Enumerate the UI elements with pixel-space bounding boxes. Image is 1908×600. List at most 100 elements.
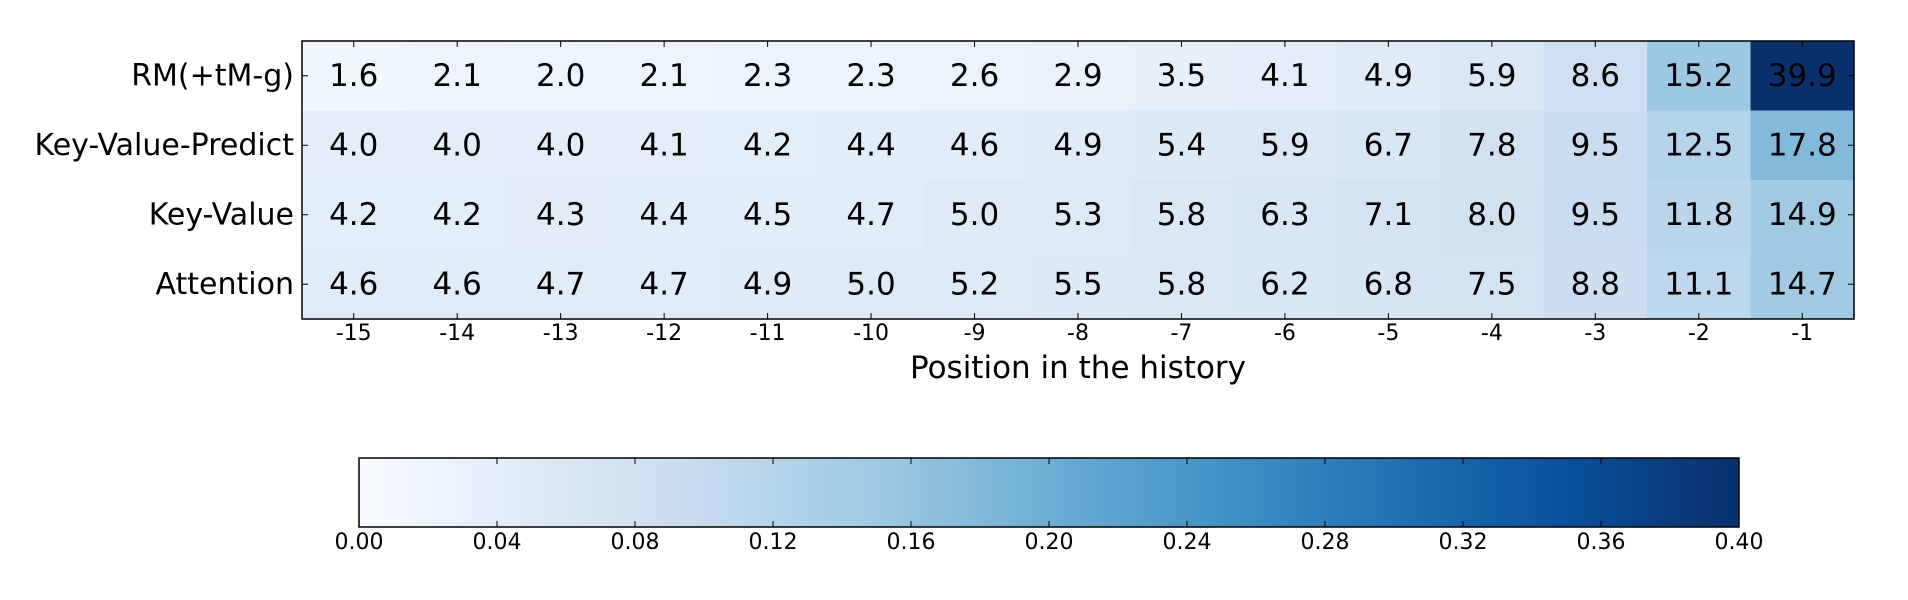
x-tick-label: -10 bbox=[853, 321, 889, 346]
heatmap-cell-label: 4.6 bbox=[433, 266, 482, 302]
heatmap-cell-label: 7.5 bbox=[1467, 266, 1516, 302]
heatmap-cell-label: 17.8 bbox=[1768, 127, 1837, 163]
heatmap-cell-label: 12.5 bbox=[1664, 127, 1733, 163]
heatmap-cell bbox=[1543, 249, 1648, 320]
colorbar-tick-label: 0.04 bbox=[473, 530, 522, 555]
colorbar-tick-label: 0.32 bbox=[1439, 530, 1488, 555]
heatmap-cell bbox=[715, 249, 820, 320]
heatmap-cell bbox=[1233, 180, 1338, 250]
heatmap-cell bbox=[1647, 180, 1752, 250]
y-axis: RM(+tM-g) Key-Value-Predict Key-Value Atten… bbox=[35, 58, 1854, 302]
x-tick-label: -12 bbox=[646, 321, 682, 346]
heatmap-cell bbox=[405, 249, 510, 320]
heatmap-cells bbox=[302, 41, 1855, 320]
heatmap-cell bbox=[1336, 110, 1441, 181]
x-tick-label: -11 bbox=[750, 321, 786, 346]
heatmap-cell bbox=[302, 41, 406, 111]
heatmap-cell-label: 39.9 bbox=[1768, 58, 1837, 94]
heatmap-cell-label: 6.8 bbox=[1364, 266, 1413, 302]
heatmap-cell bbox=[1233, 249, 1338, 320]
heatmap-cell-label: 4.6 bbox=[329, 266, 378, 302]
heatmap-cell-labels: 1.6 2.1 2.0 2.1 2.3 2.3 2.6 2.9 3.5 4.1 4.9 5.9 8.6 1… bbox=[329, 58, 1837, 303]
x-tick-label: -2 bbox=[1688, 321, 1710, 346]
x-tick-label: -1 bbox=[1791, 321, 1813, 346]
colorbar-tick-label: 0.12 bbox=[749, 530, 798, 555]
heatmap-cell-label: 5.8 bbox=[1157, 266, 1206, 302]
heatmap-cell bbox=[1129, 41, 1234, 111]
heatmap-cell-label: 4.9 bbox=[743, 266, 792, 302]
heatmap-cell-label: 5.0 bbox=[846, 266, 895, 302]
heatmap-cell bbox=[1336, 249, 1441, 320]
heatmap-cell bbox=[922, 110, 1027, 181]
heatmap-cell-label: 7.1 bbox=[1364, 197, 1413, 233]
heatmap-cell bbox=[1026, 180, 1131, 250]
heatmap-cell-label: 4.7 bbox=[536, 266, 585, 302]
heatmap-cell-label: 11.1 bbox=[1664, 266, 1733, 302]
heatmap-cell-label: 4.4 bbox=[846, 127, 895, 163]
heatmap-cell-label: 14.9 bbox=[1768, 197, 1837, 233]
heatmap-cell-label: 15.2 bbox=[1664, 58, 1733, 94]
heatmap-cell bbox=[508, 249, 613, 320]
heatmap-cell-label: 2.3 bbox=[743, 58, 792, 94]
x-tick-label: -7 bbox=[1170, 321, 1192, 346]
heatmap-cell-label: 2.0 bbox=[536, 58, 585, 94]
heatmap-cell bbox=[1750, 180, 1855, 250]
heatmap-cell-label: 6.7 bbox=[1364, 127, 1413, 163]
heatmap-cell-label: 2.6 bbox=[950, 58, 999, 94]
heatmap-cell-label: 5.4 bbox=[1157, 127, 1206, 163]
heatmap-cell-label: 8.6 bbox=[1571, 58, 1620, 94]
heatmap-cell-label: 6.3 bbox=[1260, 197, 1309, 233]
heatmap-cell bbox=[508, 110, 613, 181]
heatmap-cell-label: 2.9 bbox=[1053, 58, 1102, 94]
heatmap-cell-label: 4.7 bbox=[846, 197, 895, 233]
heatmap-cell-label: 4.0 bbox=[536, 127, 585, 163]
heatmap-cell bbox=[1647, 249, 1752, 320]
heatmap-cell bbox=[1543, 180, 1648, 250]
heatmap-cell bbox=[1233, 41, 1338, 111]
y-tick-label: Key-Value-Predict bbox=[35, 128, 295, 163]
colorbar-ticks: 0.00 0.04 0.08 0.12 0.16 0.20 0.24 0.28 0.32 0.36… bbox=[335, 458, 1763, 555]
colorbar-tick-label: 0.00 bbox=[335, 530, 384, 555]
heatmap-cell-label: 4.2 bbox=[743, 127, 792, 163]
heatmap-cell bbox=[612, 110, 717, 181]
x-tick-label: -4 bbox=[1481, 321, 1503, 346]
x-tick-label: -5 bbox=[1377, 321, 1399, 346]
heatmap-cell-label: 4.2 bbox=[433, 197, 482, 233]
x-tick-label: -15 bbox=[336, 321, 372, 346]
heatmap-cell bbox=[922, 180, 1027, 250]
heatmap-cell-label: 4.2 bbox=[329, 197, 378, 233]
colorbar-tick-label: 0.16 bbox=[887, 530, 936, 555]
heatmap-cell bbox=[302, 110, 406, 181]
heatmap-cell-label: 4.0 bbox=[433, 127, 482, 163]
x-tick-label: -14 bbox=[439, 321, 475, 346]
heatmap-cell-label: 5.2 bbox=[950, 266, 999, 302]
heatmap-cell bbox=[508, 41, 613, 111]
heatmap-cell-label: 4.1 bbox=[1260, 58, 1309, 94]
x-axis-label: Position in the history bbox=[910, 350, 1246, 386]
y-tick-label: RM(+tM-g) bbox=[131, 58, 294, 93]
heatmap-cell bbox=[819, 110, 924, 181]
heatmap-cell bbox=[1440, 41, 1545, 111]
heatmap-cell-label: 4.4 bbox=[639, 197, 688, 233]
heatmap-cell-label: 4.9 bbox=[1053, 127, 1102, 163]
heatmap-cell bbox=[1129, 110, 1234, 181]
heatmap-cell bbox=[819, 180, 924, 250]
heatmap-cell-label: 5.5 bbox=[1053, 266, 1102, 302]
heatmap-cell bbox=[1440, 180, 1545, 250]
heatmap-cell bbox=[1440, 110, 1545, 181]
heatmap-cell-label: 4.6 bbox=[950, 127, 999, 163]
heatmap-cell bbox=[508, 180, 613, 250]
heatmap-cell-label: 9.5 bbox=[1571, 127, 1620, 163]
heatmap-cell bbox=[1336, 41, 1441, 111]
heatmap-cell bbox=[302, 180, 406, 250]
heatmap-cell-label: 9.5 bbox=[1571, 197, 1620, 233]
heatmap-cell-label: 8.8 bbox=[1571, 266, 1620, 302]
heatmap-cell bbox=[1440, 249, 1545, 320]
heatmap-cell-label: 5.8 bbox=[1157, 197, 1206, 233]
x-tick-label: -8 bbox=[1067, 321, 1089, 346]
heatmap-cell-label: 14.7 bbox=[1768, 266, 1837, 302]
heatmap-cell bbox=[1750, 110, 1855, 181]
heatmap-cell-label: 3.5 bbox=[1157, 58, 1206, 94]
